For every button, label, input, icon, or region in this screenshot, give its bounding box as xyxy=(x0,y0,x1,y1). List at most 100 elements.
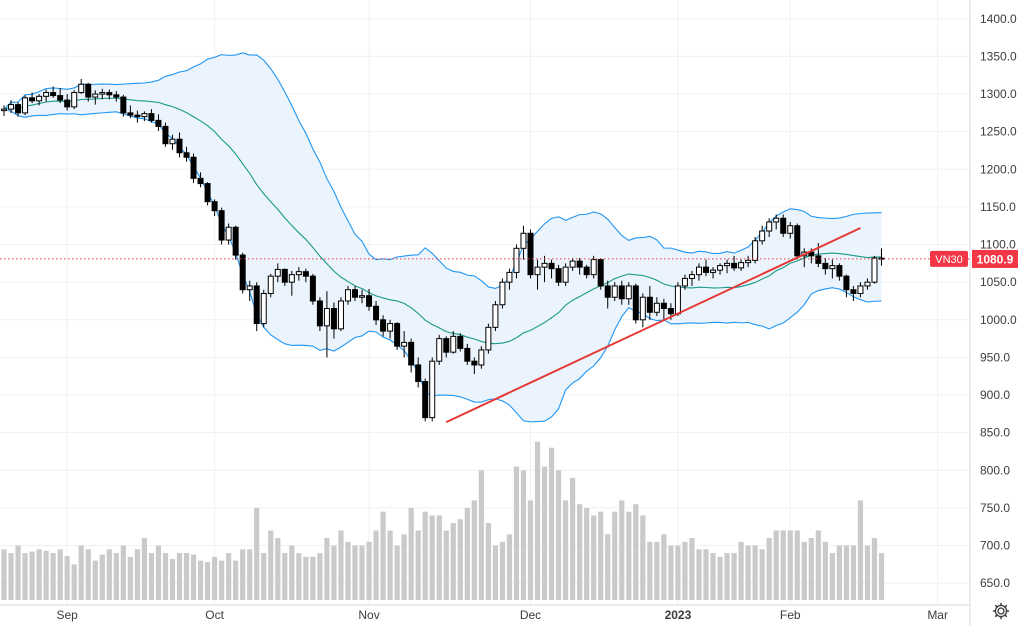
candle[interactable] xyxy=(457,333,464,352)
candle[interactable] xyxy=(330,302,337,339)
candle[interactable] xyxy=(794,223,801,260)
candle[interactable] xyxy=(787,221,794,239)
candle[interactable] xyxy=(583,264,590,279)
candle[interactable] xyxy=(429,357,436,422)
candle[interactable] xyxy=(534,259,541,290)
candle[interactable] xyxy=(162,122,169,147)
candle[interactable] xyxy=(850,285,857,301)
candle[interactable] xyxy=(29,92,36,104)
candle[interactable] xyxy=(857,282,864,298)
candle[interactable] xyxy=(50,86,57,98)
candle[interactable] xyxy=(569,258,576,271)
candle[interactable] xyxy=(731,255,738,271)
candle[interactable] xyxy=(499,278,506,309)
candle[interactable] xyxy=(106,89,113,100)
candle[interactable] xyxy=(99,88,106,100)
candle[interactable] xyxy=(176,132,183,158)
candle[interactable] xyxy=(625,282,632,305)
candle[interactable] xyxy=(766,218,773,238)
candle[interactable] xyxy=(513,244,520,279)
candle[interactable] xyxy=(717,263,724,275)
candle[interactable] xyxy=(415,357,422,388)
candle[interactable] xyxy=(443,336,450,358)
candle[interactable] xyxy=(759,225,766,245)
candle[interactable] xyxy=(611,282,618,301)
candle[interactable] xyxy=(246,280,253,301)
candle[interactable] xyxy=(127,105,134,119)
candle[interactable] xyxy=(387,319,394,339)
candle[interactable] xyxy=(660,298,667,320)
candle[interactable] xyxy=(450,331,457,354)
candle[interactable] xyxy=(681,274,688,290)
candle[interactable] xyxy=(520,225,527,260)
candle[interactable] xyxy=(43,89,50,102)
candle[interactable] xyxy=(309,273,316,305)
candle[interactable] xyxy=(197,172,204,188)
candle[interactable] xyxy=(281,268,288,286)
candle[interactable] xyxy=(366,288,373,311)
candle[interactable] xyxy=(576,258,583,275)
candle[interactable] xyxy=(632,283,639,324)
candle[interactable] xyxy=(288,270,295,296)
candle[interactable] xyxy=(155,114,162,131)
candle[interactable] xyxy=(253,282,260,332)
candle[interactable] xyxy=(141,111,148,122)
candle[interactable] xyxy=(211,199,218,216)
candle[interactable] xyxy=(562,263,569,286)
candle[interactable] xyxy=(555,264,562,286)
candle[interactable] xyxy=(639,293,646,328)
candle[interactable] xyxy=(64,94,71,111)
candle[interactable] xyxy=(478,346,485,369)
candle[interactable] xyxy=(703,259,709,277)
candle[interactable] xyxy=(408,338,415,373)
trend-line[interactable] xyxy=(445,227,861,424)
candle[interactable] xyxy=(225,223,232,245)
candle[interactable] xyxy=(113,91,120,102)
candle[interactable] xyxy=(653,297,660,317)
candle[interactable] xyxy=(548,259,555,279)
candle[interactable] xyxy=(871,255,878,284)
candle[interactable] xyxy=(695,263,702,281)
candle[interactable] xyxy=(380,315,387,337)
candlesticks[interactable] xyxy=(1,79,885,422)
candle[interactable] xyxy=(344,285,351,305)
candle[interactable] xyxy=(359,289,366,304)
gear-icon[interactable] xyxy=(990,600,1012,622)
candle[interactable] xyxy=(190,153,197,183)
candle[interactable] xyxy=(752,237,759,264)
candle[interactable] xyxy=(352,285,358,301)
candle[interactable] xyxy=(15,102,22,117)
candle[interactable] xyxy=(780,214,787,238)
candle[interactable] xyxy=(401,331,408,358)
candle[interactable] xyxy=(618,280,625,305)
candle[interactable] xyxy=(485,323,492,354)
candle[interactable] xyxy=(22,95,29,116)
candle[interactable] xyxy=(541,255,548,283)
candle[interactable] xyxy=(134,110,141,123)
candle[interactable] xyxy=(745,255,752,268)
candle[interactable] xyxy=(688,270,695,286)
candle[interactable] xyxy=(864,278,871,290)
candle[interactable] xyxy=(302,268,309,283)
candle[interactable] xyxy=(829,259,836,279)
candle[interactable] xyxy=(8,100,15,113)
candle[interactable] xyxy=(218,207,225,245)
candle[interactable] xyxy=(492,300,499,332)
candle[interactable] xyxy=(267,273,274,298)
candle[interactable] xyxy=(597,258,604,290)
candle[interactable] xyxy=(836,263,843,281)
candle[interactable] xyxy=(773,214,780,230)
candle[interactable] xyxy=(471,357,478,374)
candle[interactable] xyxy=(646,285,653,320)
candle[interactable] xyxy=(71,90,78,110)
candle[interactable] xyxy=(85,82,92,102)
candle[interactable] xyxy=(337,297,344,332)
candle[interactable] xyxy=(710,267,717,279)
candle[interactable] xyxy=(1,105,7,116)
candle[interactable] xyxy=(183,146,190,162)
candle[interactable] xyxy=(822,258,829,275)
candle[interactable] xyxy=(239,252,246,294)
candle[interactable] xyxy=(590,255,597,279)
